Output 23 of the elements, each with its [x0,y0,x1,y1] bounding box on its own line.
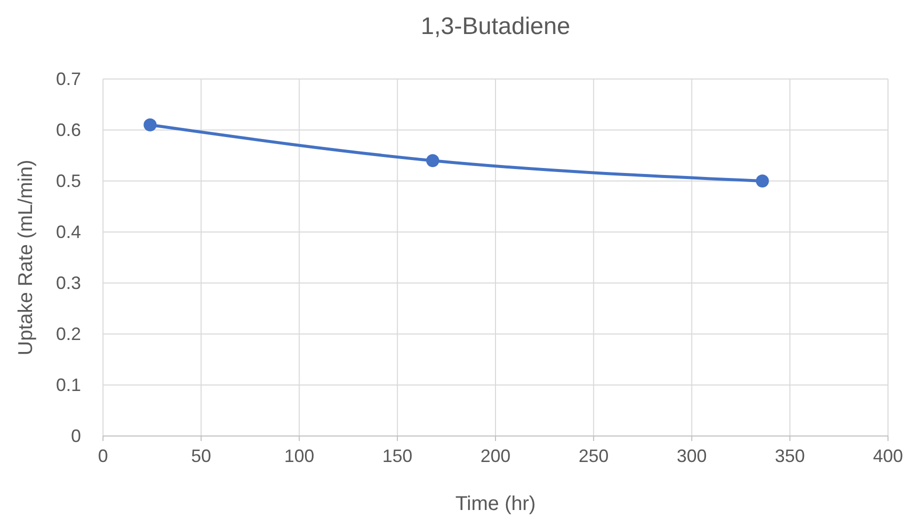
x-tick-label: 50 [191,446,212,466]
x-tick-label: 150 [382,446,412,466]
y-tick-label: 0.4 [56,222,81,242]
y-tick-label: 0.1 [56,375,81,395]
y-tick-label: 0.3 [56,273,81,293]
point [426,154,440,168]
x-tick-label: 0 [98,446,108,466]
y-tick-label: 0.5 [56,171,81,191]
x-tick-label: 350 [774,446,805,466]
y-tick-label: 0.7 [56,69,81,89]
y-axis-title: Uptake Rate (mL/min) [15,160,37,356]
x-tick-label: 300 [676,446,707,466]
x-tick-label: 200 [480,446,511,466]
x-axis-title: Time (hr) [455,493,536,515]
point [144,118,157,132]
point [756,174,769,188]
x-tick-label: 400 [872,446,904,466]
chart-title: 1,3-Butadiene [420,13,570,40]
x-tick-label: 250 [578,446,609,466]
y-tick-label: 0.2 [56,324,81,344]
x-tick-label: 100 [284,446,314,466]
y-tick-label: 0.6 [56,120,81,140]
y-tick-label: 0 [70,426,81,446]
